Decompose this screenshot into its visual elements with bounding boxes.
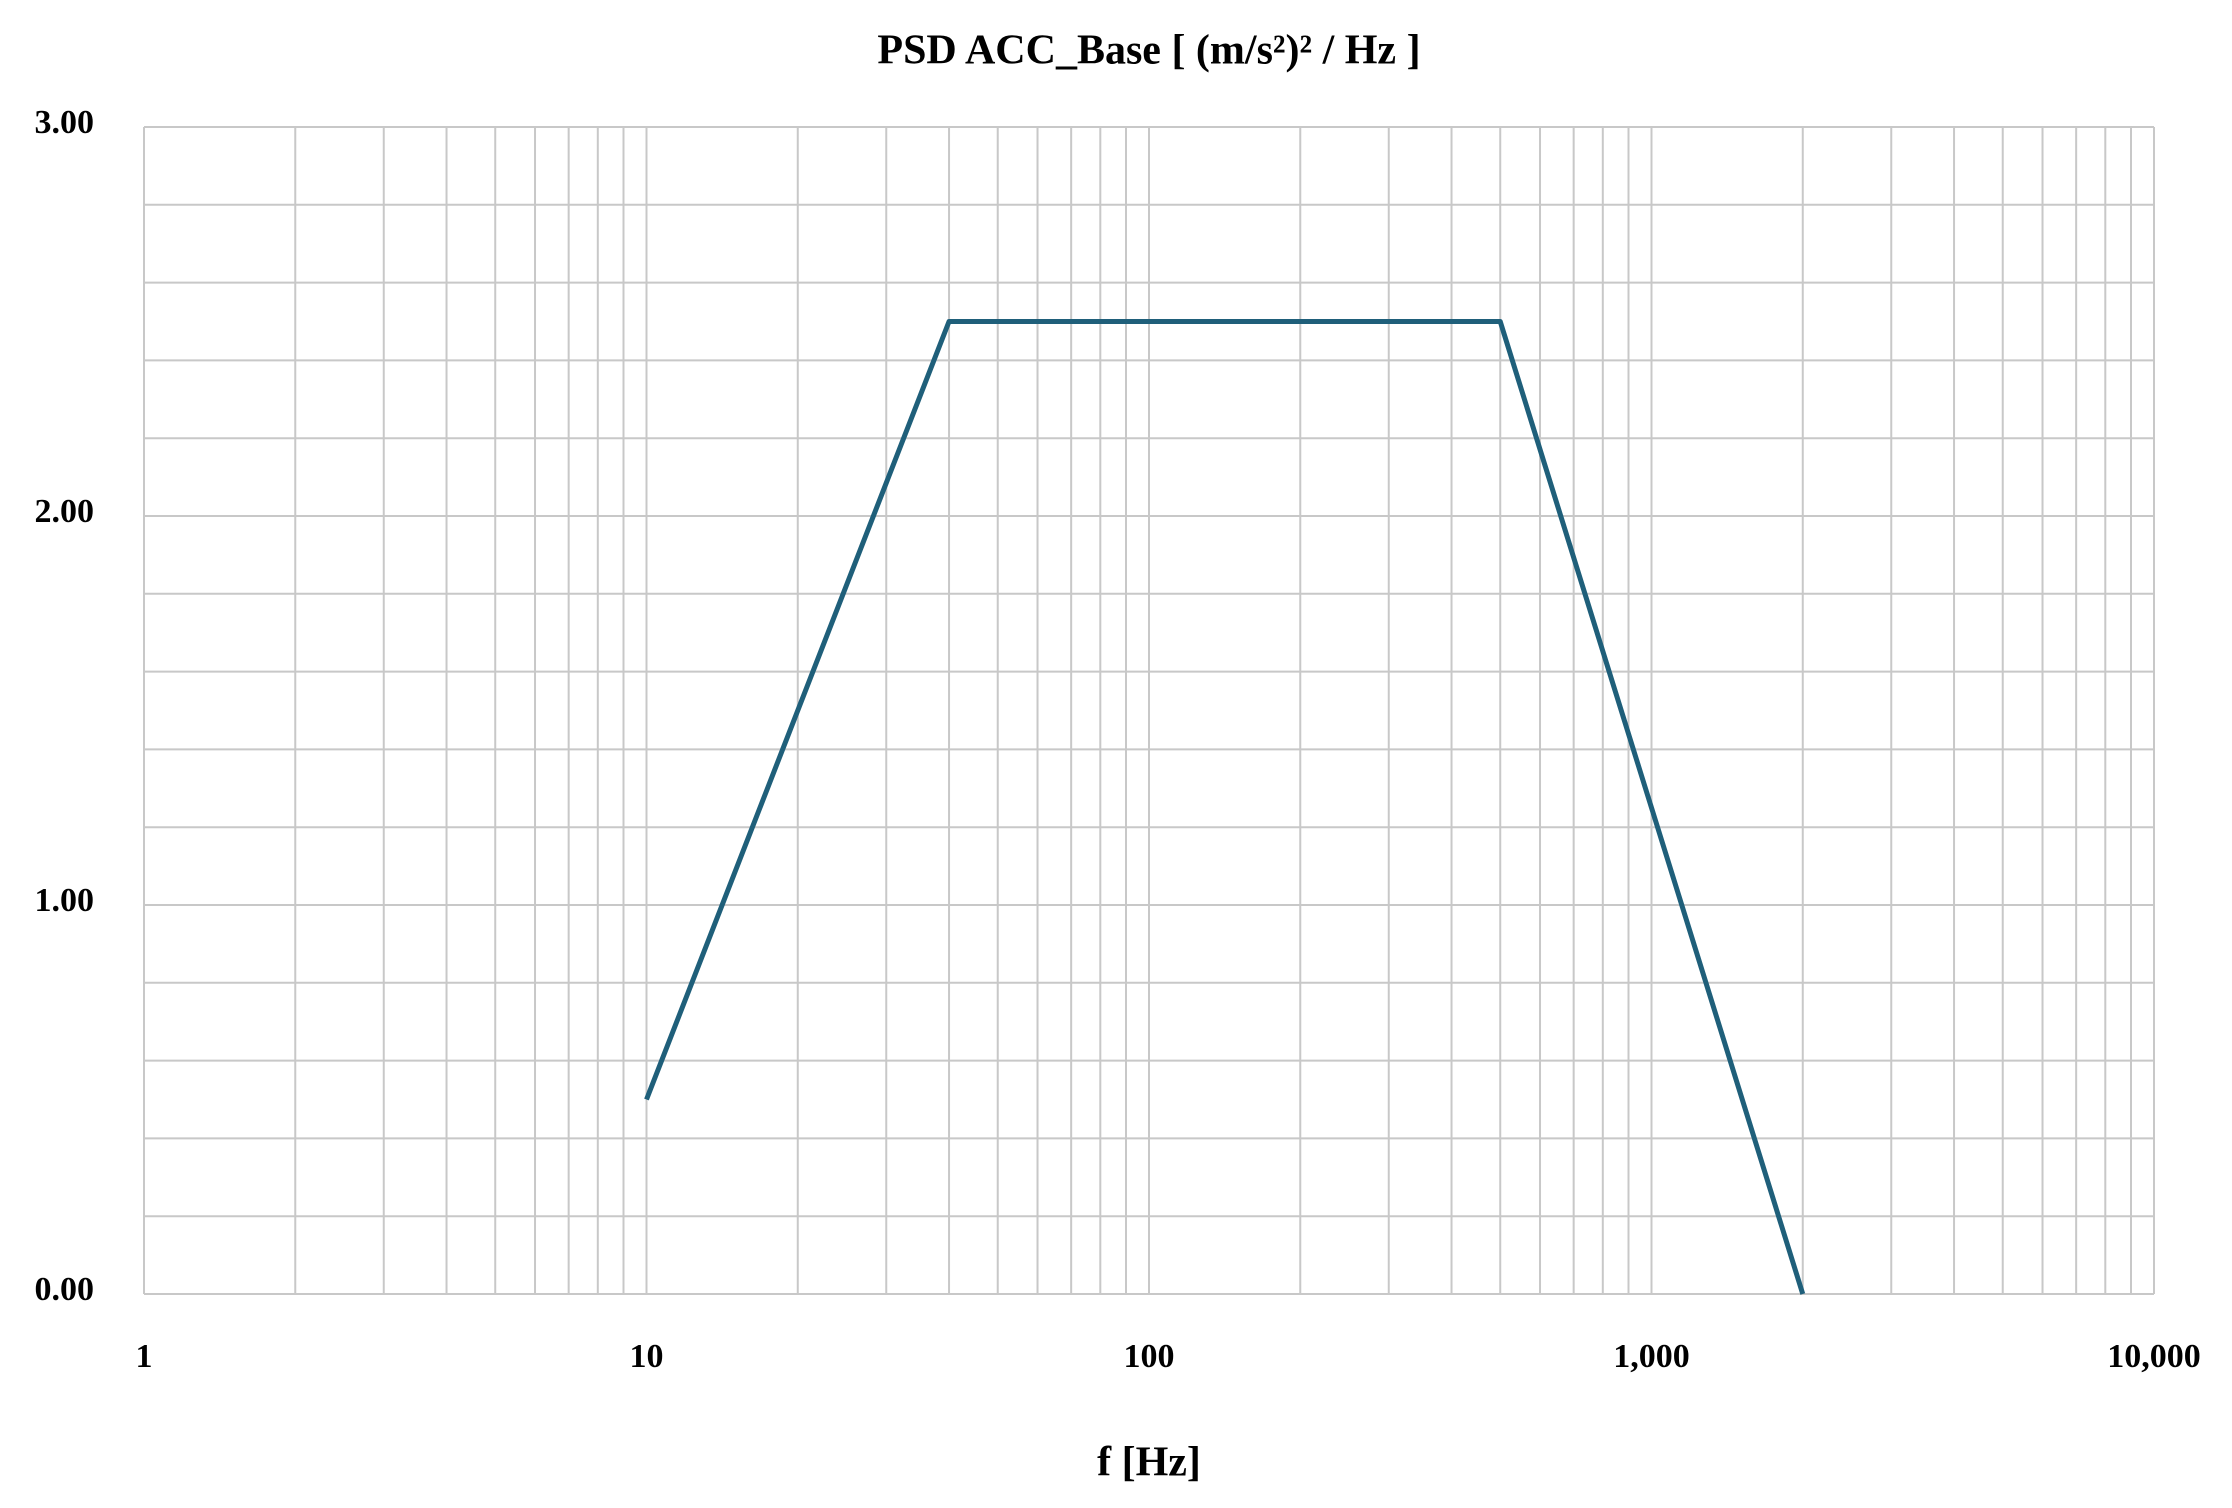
y-tick-label: 0.00 xyxy=(35,1271,95,1308)
x-tick-label: 1,000 xyxy=(1613,1338,1690,1375)
x-tick-label: 100 xyxy=(1124,1338,1175,1375)
y-tick-label: 3.00 xyxy=(35,104,95,141)
x-tick-label: 10,000 xyxy=(2107,1338,2201,1375)
chart-title: PSD ACC_Base [ (m/s²)² / Hz ] xyxy=(877,28,1420,74)
x-axis-title: f [Hz] xyxy=(1097,1440,1201,1486)
x-tick-label: 1 xyxy=(136,1338,153,1375)
y-tick-label: 2.00 xyxy=(35,493,95,530)
x-tick-label: 10 xyxy=(630,1338,664,1375)
y-tick-label: 1.00 xyxy=(35,882,95,919)
data-line xyxy=(644,319,1806,1295)
